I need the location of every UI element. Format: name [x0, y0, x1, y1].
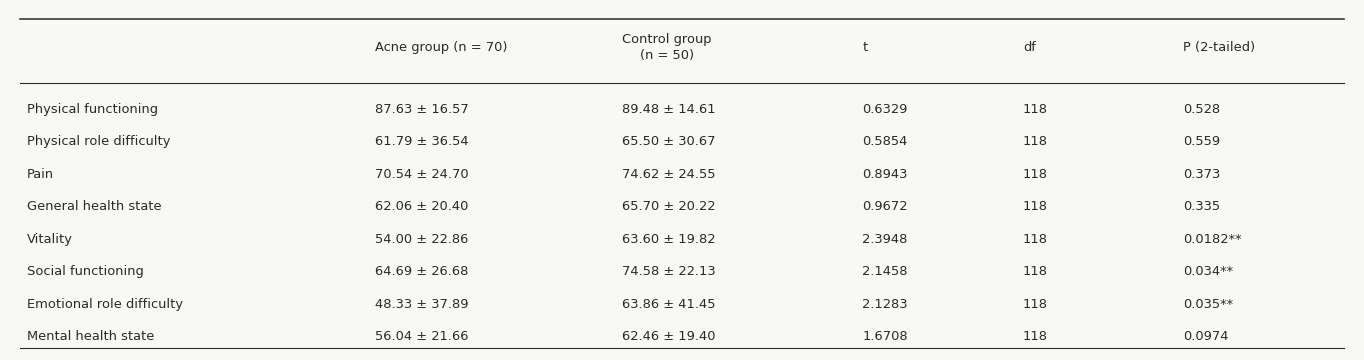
- Text: 118: 118: [1023, 168, 1048, 181]
- Text: 63.60 ± 19.82: 63.60 ± 19.82: [622, 233, 715, 246]
- Text: 2.1458: 2.1458: [862, 265, 908, 278]
- Text: 62.46 ± 19.40: 62.46 ± 19.40: [622, 330, 715, 343]
- Text: 63.86 ± 41.45: 63.86 ± 41.45: [622, 298, 715, 311]
- Text: P (2-tailed): P (2-tailed): [1183, 41, 1255, 54]
- Text: 0.335: 0.335: [1183, 200, 1221, 213]
- Text: General health state: General health state: [27, 200, 161, 213]
- Text: Physical functioning: Physical functioning: [27, 103, 158, 116]
- Text: 1.6708: 1.6708: [862, 330, 908, 343]
- Text: 118: 118: [1023, 200, 1048, 213]
- Text: Emotional role difficulty: Emotional role difficulty: [27, 298, 183, 311]
- Text: 118: 118: [1023, 265, 1048, 278]
- Text: 118: 118: [1023, 135, 1048, 148]
- Text: 118: 118: [1023, 330, 1048, 343]
- Text: Social functioning: Social functioning: [27, 265, 143, 278]
- Text: 48.33 ± 37.89: 48.33 ± 37.89: [375, 298, 468, 311]
- Text: Vitality: Vitality: [27, 233, 74, 246]
- Text: 2.1283: 2.1283: [862, 298, 908, 311]
- Text: 118: 118: [1023, 103, 1048, 116]
- Text: 0.0182**: 0.0182**: [1183, 233, 1241, 246]
- Text: Mental health state: Mental health state: [27, 330, 154, 343]
- Text: 74.58 ± 22.13: 74.58 ± 22.13: [622, 265, 716, 278]
- Text: 89.48 ± 14.61: 89.48 ± 14.61: [622, 103, 716, 116]
- Text: df: df: [1023, 41, 1035, 54]
- Text: 0.034**: 0.034**: [1183, 265, 1233, 278]
- Text: 2.3948: 2.3948: [862, 233, 908, 246]
- Text: 0.373: 0.373: [1183, 168, 1221, 181]
- Text: 54.00 ± 22.86: 54.00 ± 22.86: [375, 233, 468, 246]
- Text: 64.69 ± 26.68: 64.69 ± 26.68: [375, 265, 468, 278]
- Text: 56.04 ± 21.66: 56.04 ± 21.66: [375, 330, 468, 343]
- Text: 61.79 ± 36.54: 61.79 ± 36.54: [375, 135, 468, 148]
- Text: 0.559: 0.559: [1183, 135, 1221, 148]
- Text: 0.8943: 0.8943: [862, 168, 908, 181]
- Text: Physical role difficulty: Physical role difficulty: [27, 135, 170, 148]
- Text: 0.0974: 0.0974: [1183, 330, 1229, 343]
- Text: 0.528: 0.528: [1183, 103, 1221, 116]
- Text: 87.63 ± 16.57: 87.63 ± 16.57: [375, 103, 468, 116]
- Text: 118: 118: [1023, 298, 1048, 311]
- Text: 65.70 ± 20.22: 65.70 ± 20.22: [622, 200, 715, 213]
- Text: 70.54 ± 24.70: 70.54 ± 24.70: [375, 168, 468, 181]
- Text: 0.5854: 0.5854: [862, 135, 908, 148]
- Text: 65.50 ± 30.67: 65.50 ± 30.67: [622, 135, 715, 148]
- Text: t: t: [862, 41, 868, 54]
- Text: 0.9672: 0.9672: [862, 200, 908, 213]
- Text: Control group
(n = 50): Control group (n = 50): [622, 33, 712, 62]
- Text: 118: 118: [1023, 233, 1048, 246]
- Text: Acne group (n = 70): Acne group (n = 70): [375, 41, 507, 54]
- Text: 62.06 ± 20.40: 62.06 ± 20.40: [375, 200, 468, 213]
- Text: 74.62 ± 24.55: 74.62 ± 24.55: [622, 168, 715, 181]
- Text: 0.6329: 0.6329: [862, 103, 908, 116]
- Text: Pain: Pain: [27, 168, 55, 181]
- Text: 0.035**: 0.035**: [1183, 298, 1233, 311]
